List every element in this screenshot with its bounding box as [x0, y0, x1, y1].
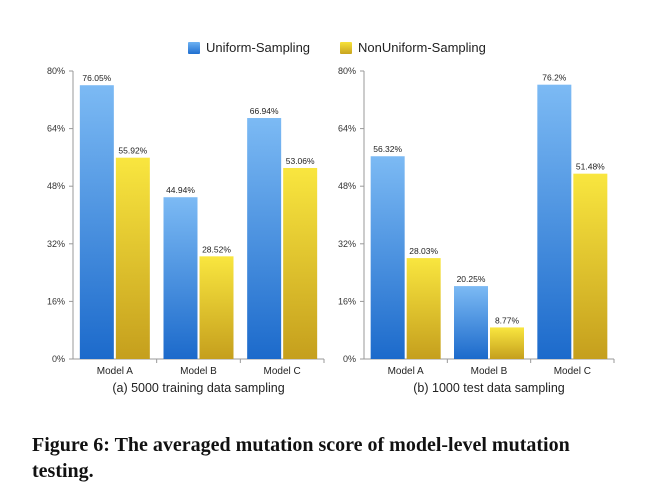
- data-label: 28.03%: [409, 246, 438, 256]
- y-tick-label: 48%: [47, 181, 65, 191]
- figure-caption: Figure 6: The averaged mutation score of…: [32, 434, 570, 482]
- bar-uniform: [537, 84, 572, 360]
- y-tick-label: 64%: [338, 124, 356, 134]
- bar-uniform: [79, 85, 114, 359]
- data-label: 28.52%: [202, 244, 231, 254]
- data-label: 51.48%: [576, 162, 605, 172]
- data-label: 44.94%: [166, 185, 195, 195]
- bar-uniform: [370, 156, 405, 359]
- legend-swatch-uniform: [188, 41, 200, 54]
- x-tick-label: Model A: [97, 366, 133, 377]
- bar-nonuniform: [406, 258, 441, 359]
- bar-nonuniform: [115, 157, 150, 359]
- y-tick-label: 64%: [47, 124, 65, 134]
- data-label: 55.92%: [118, 146, 147, 156]
- y-tick-label: 48%: [338, 181, 356, 191]
- subplot-title: (a) 5000 training data sampling: [112, 381, 284, 395]
- data-label: 20.25%: [457, 274, 486, 284]
- data-label: 66.94%: [250, 106, 279, 116]
- x-tick-label: Model C: [264, 366, 301, 377]
- y-tick-label: 16%: [338, 296, 356, 306]
- data-label: 76.2%: [542, 73, 567, 83]
- x-tick-label: Model A: [388, 366, 424, 377]
- charts-svg: 0% 16% 32% 48% 64% 80% 76.05% 55.92% Model A 44.9…: [47, 66, 615, 395]
- legend-swatch-nonuniform: [340, 41, 352, 54]
- chart-panel-b: 0% 16% 32% 48% 64% 80% 56.32% 28.03% Model A 20.2…: [338, 66, 615, 395]
- bar-nonuniform: [199, 256, 234, 359]
- legend-item-uniform: Uniform-Sampling: [188, 40, 310, 55]
- x-tick-label: Model B: [180, 366, 217, 377]
- bar-uniform: [454, 286, 488, 359]
- data-label: 53.06%: [286, 156, 315, 166]
- data-label: 56.32%: [373, 144, 402, 154]
- subplot-title: (b) 1000 test data sampling: [413, 381, 565, 395]
- y-tick-label: 0%: [343, 354, 356, 364]
- bar-uniform: [247, 118, 282, 360]
- y-tick-label: 80%: [47, 66, 65, 76]
- legend-item-nonuniform: NonUniform-Sampling: [340, 40, 486, 55]
- legend-label-uniform: Uniform-Sampling: [206, 40, 311, 55]
- chart-panel-a: 0% 16% 32% 48% 64% 80% 76.05% 55.92% Model A 44.9…: [47, 66, 325, 395]
- y-tick-label: 32%: [338, 239, 356, 249]
- y-tick-label: 80%: [338, 66, 356, 76]
- data-label: 8.77%: [495, 315, 520, 325]
- bar-nonuniform: [573, 173, 608, 359]
- data-label: 76.05%: [82, 73, 111, 83]
- x-tick-label: Model C: [554, 366, 591, 377]
- y-tick-label: 16%: [47, 296, 65, 306]
- bar-uniform: [163, 197, 198, 359]
- bar-nonuniform: [283, 167, 318, 359]
- legend: Uniform-Sampling NonUniform-Sampling: [0, 40, 652, 60]
- legend-label-nonuniform: NonUniform-Sampling: [358, 40, 486, 55]
- bar-nonuniform: [490, 327, 524, 359]
- y-tick-label: 0%: [52, 354, 65, 364]
- y-tick-label: 32%: [47, 239, 65, 249]
- x-tick-label: Model B: [471, 366, 508, 377]
